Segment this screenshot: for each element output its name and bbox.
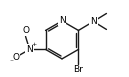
Text: O: O xyxy=(12,53,19,62)
Text: O: O xyxy=(22,26,29,35)
Text: N: N xyxy=(59,16,65,25)
Text: N: N xyxy=(90,17,97,26)
Text: +: + xyxy=(31,42,36,47)
Text: ⁻: ⁻ xyxy=(9,57,13,66)
Text: Br: Br xyxy=(74,65,83,74)
Text: N: N xyxy=(26,45,33,54)
